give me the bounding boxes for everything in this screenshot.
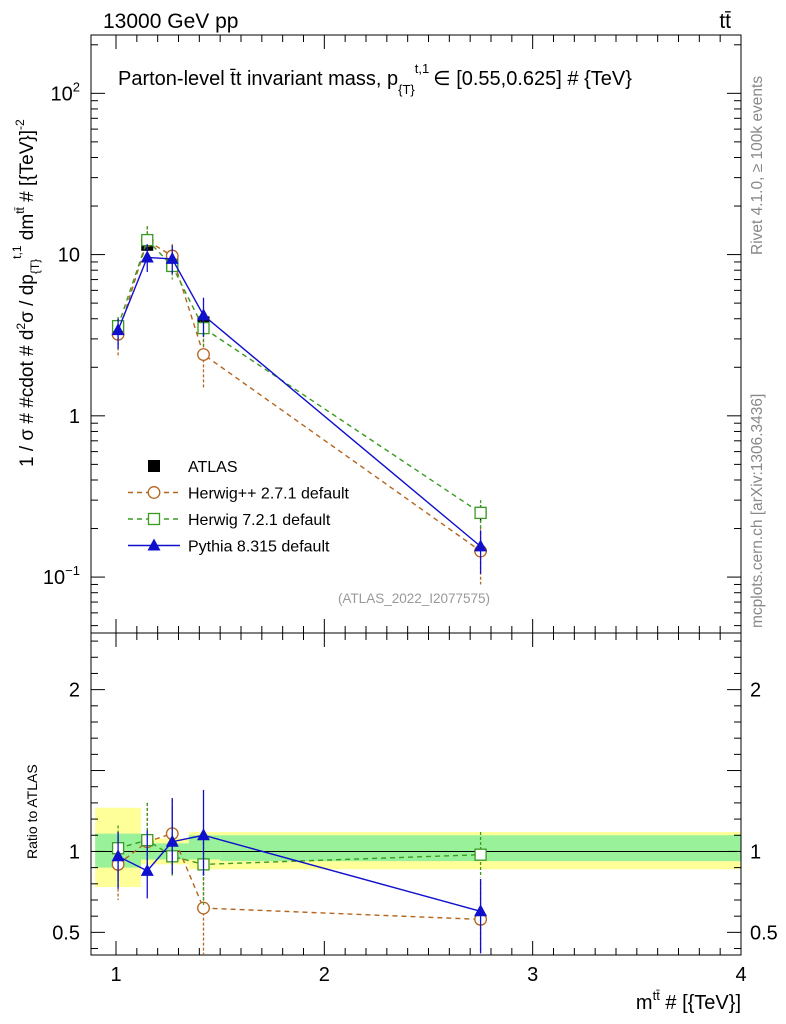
legend-item: ATLAS [148,459,238,476]
ratio-frame [90,632,742,956]
series-herwig-2-7-1-default [111,226,488,585]
legend-label: Herwig 7.2.1 default [188,512,331,529]
process-label: tt̄ [719,10,731,33]
ratio-point [197,828,210,841]
ratio-bands [95,807,741,888]
y-axis-label: 1 / σ # #cdot # d2σ / dp{T}t,1 dmtt̄ # [… [10,119,42,467]
ratio-series-pythia-8-315-default [111,789,488,954]
ratio-tick-label-left: 1 [69,841,80,863]
ratio-tick-label-right: 0.5 [750,922,778,944]
legend-marker [147,538,161,551]
ratio-point [474,848,487,861]
series-ratio [111,789,488,955]
series-pythia-8-315-default [111,244,488,574]
ratio-y-label: Ratio to ATLAS [24,764,40,859]
data-point [141,233,154,247]
legend-item: Herwig++ 2.7.1 default [128,486,350,503]
x-tick-label: 1 [110,964,121,986]
ratio-point [165,834,179,847]
ratio-point [140,863,154,876]
legend-item: Herwig 7.2.1 default [128,512,331,529]
x-tick-label: 4 [735,964,746,986]
legend-marker [147,512,161,526]
ratio-point [474,904,488,917]
ratio-tick-label-right: 2 [750,680,761,702]
x-tick-label: 3 [527,964,538,986]
ratio-series-herwig-2-7-1-default [111,799,488,955]
series-line [117,238,481,514]
chart-title: Parton-level t̄t invariant mass, p{T}t,1… [118,61,632,97]
series-atlas [112,237,487,522]
legend-label: ATLAS [188,459,238,476]
x-axis-label: mtt̄ # [{TeV}] [636,988,741,1014]
legend: ATLAS Herwig++ 2.7.1 default Herwig 7.2.1 … [128,459,350,556]
mcplots-label: mcplots.cern.ch [arXiv:1306.3436] [749,394,766,628]
legend-marker [148,460,160,472]
x-tick-label: 2 [319,964,330,986]
axis-ticks: 1 2 3 4 102 10 1 10−1 0.5 0.5 1 1 2 2 [43,35,778,986]
ratio-tick-label-left: 0.5 [52,922,80,944]
y-tick-label: 10−1 [43,563,80,589]
data-point [165,251,179,264]
data-point [197,348,210,361]
legend-marker [147,486,161,499]
data-point [197,308,210,321]
legend-label: Herwig++ 2.7.1 default [188,486,350,503]
analysis-id: (ATLAS_2022_I2077575) [338,591,490,606]
series-line [117,256,482,547]
y-tick-label: 102 [51,79,80,105]
ratio-panel [90,632,742,956]
rivet-label: Rivet 4.1.0, ≥ 100k events [749,76,766,255]
series-herwig-7-2-1-default [111,226,487,529]
energy-label: 13000 GeV pp [103,10,238,33]
ratio-tick-label-right: 1 [750,841,761,863]
ratio-tick-label-left: 2 [69,680,80,702]
data-point [474,539,488,552]
data-point [111,323,125,336]
ratio-point [111,849,125,862]
data-point [140,250,154,263]
series-main [111,226,488,585]
legend-label: Pythia 8.315 default [188,539,330,556]
legend-item: Pythia 8.315 default [128,538,330,556]
y-tick-label: 1 [69,406,80,428]
y-tick-label: 10 [58,245,80,267]
data-point [474,506,487,520]
